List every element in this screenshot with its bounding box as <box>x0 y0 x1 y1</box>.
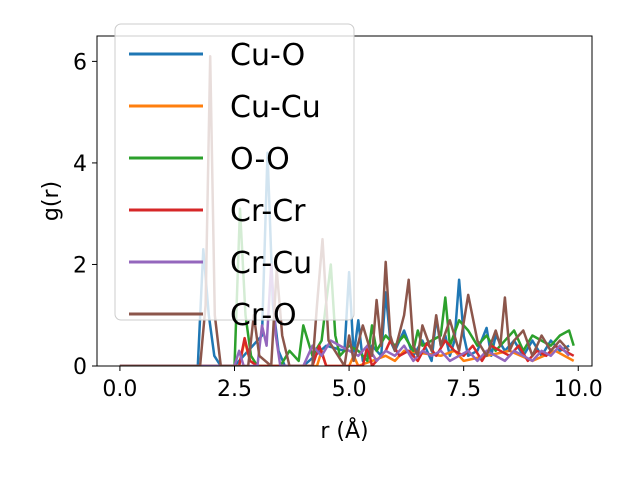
y-tick-label: 2 <box>73 253 87 278</box>
series-line-o-o <box>119 207 575 366</box>
x-axis-label: r (Å) <box>320 417 368 444</box>
x-tick-label: 7.5 <box>446 377 481 402</box>
x-tick-label: 2.5 <box>217 377 252 402</box>
x-tick-label: 0.0 <box>102 377 137 402</box>
series-line-cr-o <box>119 55 571 366</box>
legend-label-cr-cu: Cr-Cu <box>230 246 312 281</box>
legend-label-o-o: O-O <box>230 142 290 177</box>
legend-label-cr-cr: Cr-Cr <box>230 194 306 229</box>
legend-label-cu-cu: Cu-Cu <box>230 90 321 125</box>
y-tick-label: 0 <box>73 355 87 380</box>
x-tick-label: 10.0 <box>554 377 603 402</box>
legend-box <box>114 23 355 321</box>
y-tick-label: 6 <box>73 50 87 75</box>
y-axis: 0 2 4 6 <box>73 50 97 380</box>
y-axis-label: g(r) <box>39 181 64 221</box>
legend-label-cu-o: Cu-O <box>230 38 305 73</box>
x-axis: 0.0 2.5 5.0 7.5 10.0 <box>102 366 603 402</box>
legend-label-cr-o: Cr-O <box>230 298 297 333</box>
x-tick-label: 5.0 <box>332 377 367 402</box>
legend: Cu-O Cu-Cu O-O Cr-Cr Cr-Cu Cr-O <box>114 23 355 333</box>
y-tick-label: 4 <box>73 152 87 177</box>
